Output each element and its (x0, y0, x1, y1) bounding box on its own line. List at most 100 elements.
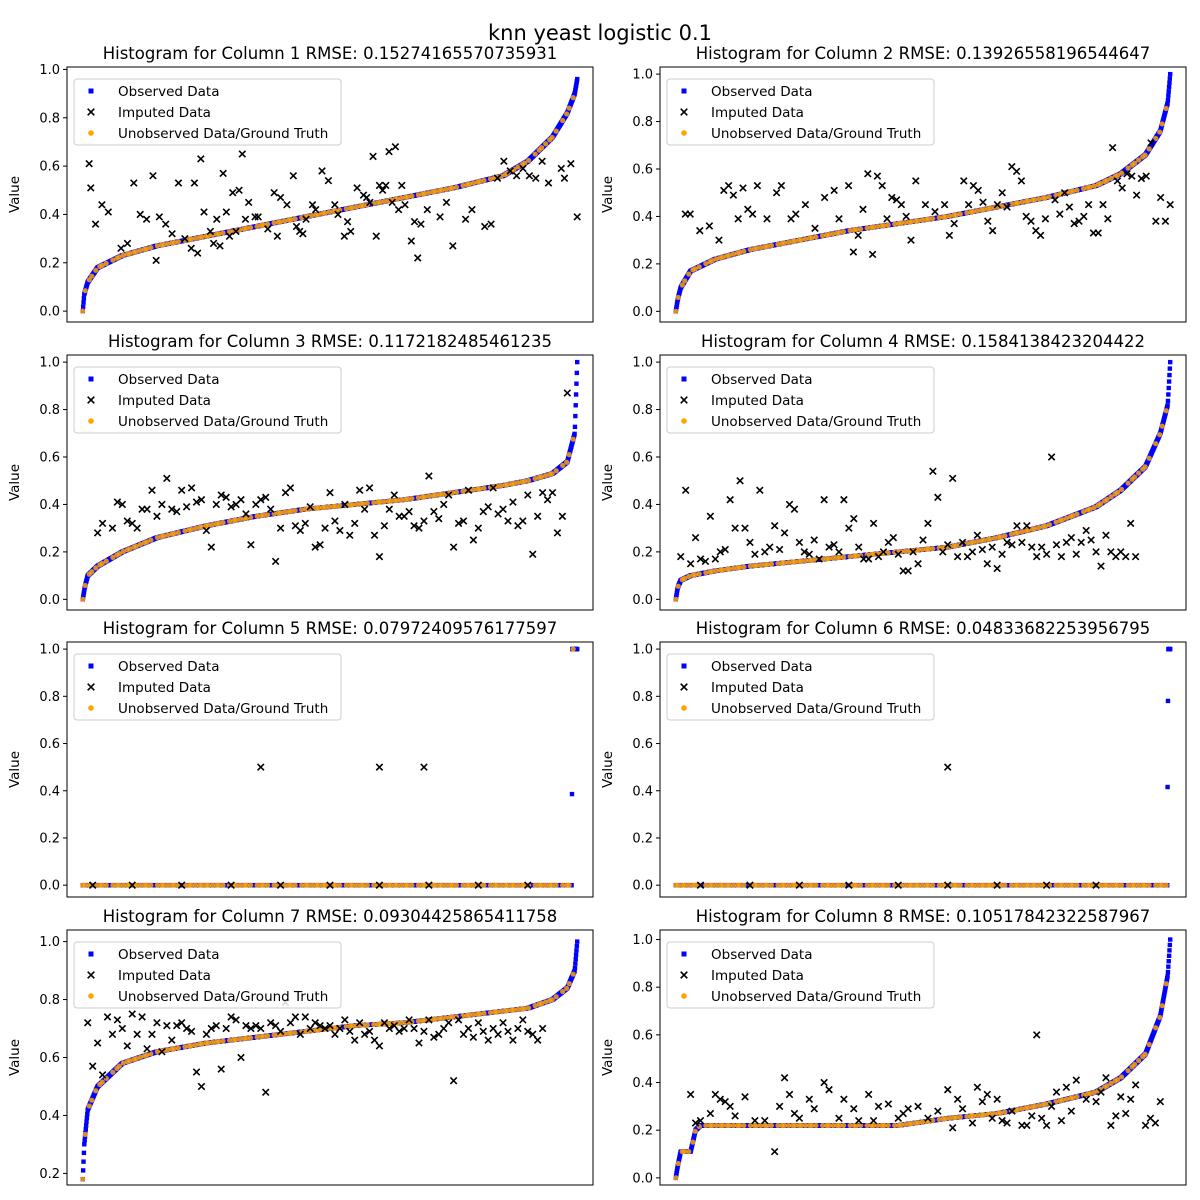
unobserved-point (350, 502, 356, 508)
unobserved-point (381, 498, 387, 505)
imputed-point (366, 198, 374, 207)
unobserved-point (809, 235, 815, 241)
unobserved-point (233, 517, 239, 523)
imputed-point (777, 181, 786, 190)
imputed-point (950, 219, 958, 228)
imputed-point (380, 522, 389, 530)
unobserved-point (144, 246, 150, 252)
imputed-point (1060, 188, 1069, 197)
unobserved-point (165, 532, 171, 538)
unobserved-point (703, 261, 709, 267)
unobserved-point (254, 223, 260, 229)
imputed-point (724, 181, 733, 190)
unobserved-point (511, 480, 517, 486)
unobserved-point (333, 503, 339, 509)
unobserved-point (171, 530, 178, 537)
imputed-point (398, 181, 406, 190)
imputed-point (264, 225, 272, 233)
unobserved-point (981, 206, 987, 213)
imputed-point (940, 200, 949, 209)
unobserved-point (237, 516, 243, 522)
imputed-point (311, 543, 319, 551)
imputed-point (1056, 210, 1064, 218)
imputed-point (1128, 172, 1136, 180)
unobserved-point (487, 176, 494, 182)
axes-frame (66, 354, 594, 611)
imputed-point (1084, 200, 1093, 209)
imputed-point (343, 217, 352, 226)
imputed-point (907, 236, 915, 244)
legend-box (666, 78, 935, 146)
unobserved-point (526, 157, 532, 164)
unobserved-point (127, 250, 133, 257)
unobserved-point (1132, 160, 1138, 166)
unobserved-point (439, 491, 445, 497)
unobserved-point (720, 254, 726, 260)
imputed-point (811, 224, 819, 233)
imputed-point (283, 201, 291, 209)
imputed-point (123, 239, 132, 248)
imputed-point (202, 526, 211, 535)
imputed-point (567, 159, 575, 168)
unobserved-point (481, 485, 487, 491)
imputed-point (136, 210, 144, 219)
unobserved-point (460, 182, 466, 189)
unobserved-point (371, 500, 377, 506)
imputed-point (385, 147, 393, 156)
imputed-point (331, 201, 339, 209)
observed-point (1166, 93, 1171, 98)
unobserved-point (326, 504, 332, 510)
y-tick-label: 0.0 (632, 593, 653, 608)
unobserved-point (477, 178, 483, 184)
unobserved-point (409, 193, 415, 199)
unobserved-point (377, 199, 383, 205)
unobserved-point (426, 493, 432, 499)
observed-point (1165, 97, 1171, 103)
imputed-point (1080, 212, 1088, 221)
unobserved-point (86, 277, 92, 283)
imputed-point (686, 210, 694, 218)
imputed-point (868, 250, 877, 259)
unobserved-point (526, 477, 532, 484)
unobserved-point (926, 216, 932, 222)
unobserved-point (864, 225, 870, 231)
unobserved-point (309, 212, 315, 219)
imputed-point (242, 510, 250, 518)
observed-point (81, 592, 86, 598)
unobserved-point (682, 278, 688, 284)
unobserved-point (282, 218, 288, 224)
imputed-point (420, 517, 428, 525)
imputed-point (324, 176, 333, 185)
observed-point (573, 403, 578, 408)
unobserved-point (292, 216, 298, 222)
imputed-point (1070, 219, 1078, 228)
unobserved-point (394, 497, 400, 503)
imputed-point (355, 486, 364, 494)
unobserved-point (432, 188, 439, 195)
subplot-title: Histogram for Column 2 RMSE: 0.139265581… (696, 44, 1151, 63)
imputed-point (487, 220, 495, 228)
observed-point (1165, 100, 1170, 106)
imputed-point (878, 181, 886, 190)
unobserved-point (553, 128, 559, 134)
imputed-point (197, 495, 206, 504)
imputed-point (1036, 231, 1045, 240)
imputed-point (705, 222, 714, 230)
unobserved-point (566, 452, 572, 458)
imputed-point (543, 495, 552, 504)
observed-point (674, 590, 680, 595)
imputed-point (108, 524, 117, 532)
unobserved-point (470, 487, 477, 493)
unobserved-point (885, 222, 891, 228)
y-tick-label: 1.0 (39, 63, 60, 78)
imputed-point (563, 389, 572, 397)
observed-point (574, 381, 579, 386)
unobserved-point (265, 221, 271, 227)
imputed-point (286, 484, 295, 492)
unobserved-point (730, 251, 736, 257)
imputed-point (459, 517, 468, 525)
imputed-point (859, 205, 867, 214)
imputed-point (375, 552, 384, 561)
imputed-point (365, 484, 374, 492)
observed-point (674, 592, 679, 598)
